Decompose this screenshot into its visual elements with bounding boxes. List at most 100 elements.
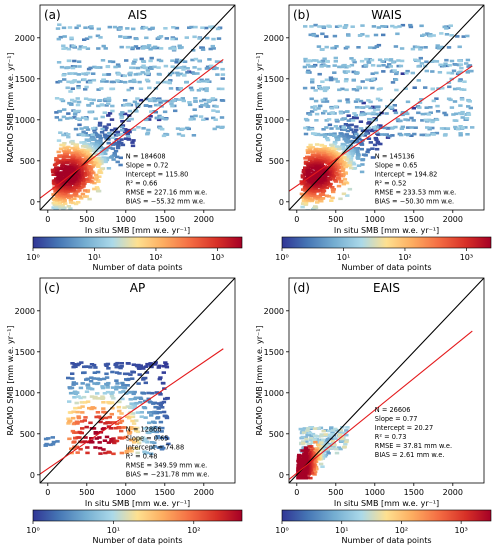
data-point bbox=[174, 58, 180, 62]
data-point bbox=[85, 400, 91, 403]
data-point bbox=[328, 442, 333, 446]
x-tick-label: 0 bbox=[45, 488, 50, 497]
data-point bbox=[95, 392, 100, 395]
data-point bbox=[314, 168, 319, 171]
data-point bbox=[209, 26, 215, 29]
data-point bbox=[390, 24, 395, 28]
data-point bbox=[143, 118, 149, 122]
data-point bbox=[98, 420, 103, 424]
data-point bbox=[134, 440, 139, 443]
data-point bbox=[335, 127, 340, 130]
data-point bbox=[161, 134, 167, 138]
data-point bbox=[216, 37, 222, 40]
data-point bbox=[312, 108, 318, 111]
data-point bbox=[76, 415, 81, 418]
data-point bbox=[340, 169, 345, 173]
data-point bbox=[370, 86, 375, 90]
data-point bbox=[338, 197, 343, 201]
axes-frame bbox=[288, 277, 485, 484]
data-point bbox=[390, 81, 396, 84]
data-point bbox=[457, 45, 462, 49]
data-point bbox=[393, 125, 398, 129]
data-point bbox=[208, 47, 213, 51]
data-point bbox=[147, 27, 152, 31]
data-point bbox=[162, 414, 167, 418]
data-point bbox=[148, 362, 153, 365]
data-point bbox=[337, 433, 343, 436]
data-point bbox=[334, 451, 340, 455]
data-point bbox=[322, 135, 328, 138]
data-point bbox=[177, 44, 182, 48]
data-point bbox=[344, 65, 349, 69]
data-point bbox=[77, 123, 82, 127]
data-point bbox=[152, 65, 157, 69]
data-point bbox=[405, 100, 411, 104]
data-point bbox=[128, 398, 133, 401]
data-point bbox=[403, 87, 408, 90]
data-point bbox=[409, 134, 414, 137]
x-tick-label: 1500 bbox=[155, 215, 175, 224]
data-point bbox=[60, 216, 64, 219]
data-point bbox=[158, 47, 164, 50]
data-point bbox=[308, 156, 314, 160]
data-point bbox=[378, 87, 383, 90]
data-point bbox=[137, 436, 142, 440]
data-point bbox=[354, 116, 359, 120]
data-point bbox=[145, 362, 150, 366]
data-point bbox=[324, 186, 329, 190]
data-point bbox=[403, 118, 408, 121]
data-point bbox=[68, 194, 73, 197]
data-point bbox=[379, 133, 385, 136]
data-point bbox=[410, 47, 416, 51]
data-point bbox=[310, 80, 315, 84]
data-point bbox=[324, 35, 329, 38]
data-point bbox=[310, 105, 315, 109]
data-point bbox=[459, 88, 464, 91]
data-point bbox=[118, 391, 123, 394]
data-point bbox=[179, 46, 184, 49]
data-point bbox=[351, 116, 357, 119]
data-point bbox=[318, 149, 324, 153]
data-point bbox=[149, 67, 154, 70]
data-point bbox=[353, 147, 358, 150]
data-point bbox=[106, 141, 111, 145]
data-point bbox=[346, 119, 351, 122]
stats-line: RMSE = 233.53 mm w.e. bbox=[375, 188, 457, 196]
data-point bbox=[161, 80, 167, 84]
data-point bbox=[409, 126, 414, 129]
data-point bbox=[340, 118, 345, 121]
data-point bbox=[318, 197, 324, 200]
data-point bbox=[339, 436, 345, 439]
data-point bbox=[94, 415, 99, 419]
data-point bbox=[157, 391, 162, 395]
data-point bbox=[73, 110, 78, 113]
data-point bbox=[106, 450, 111, 454]
data-point bbox=[314, 112, 320, 116]
data-point bbox=[48, 443, 53, 447]
data-point bbox=[93, 178, 99, 181]
y-tick-label: 2000 bbox=[15, 307, 35, 316]
data-point bbox=[142, 66, 148, 69]
data-point bbox=[322, 133, 328, 136]
data-point bbox=[54, 116, 59, 119]
data-point bbox=[77, 436, 82, 439]
data-point bbox=[308, 449, 314, 452]
data-point bbox=[135, 47, 141, 50]
data-point bbox=[80, 192, 86, 196]
data-point bbox=[311, 154, 316, 158]
data-point bbox=[68, 116, 74, 120]
data-point bbox=[317, 194, 323, 198]
data-point bbox=[140, 27, 145, 30]
data-point bbox=[99, 167, 104, 171]
data-point bbox=[342, 135, 347, 138]
data-point bbox=[92, 129, 97, 132]
data-point bbox=[405, 126, 411, 129]
data-point bbox=[420, 112, 425, 116]
data-point bbox=[191, 134, 197, 137]
data-point bbox=[89, 376, 94, 379]
data-point bbox=[390, 98, 395, 102]
data-point bbox=[89, 102, 94, 105]
data-point bbox=[175, 71, 180, 75]
data-point bbox=[102, 439, 108, 442]
data-point bbox=[112, 441, 117, 445]
